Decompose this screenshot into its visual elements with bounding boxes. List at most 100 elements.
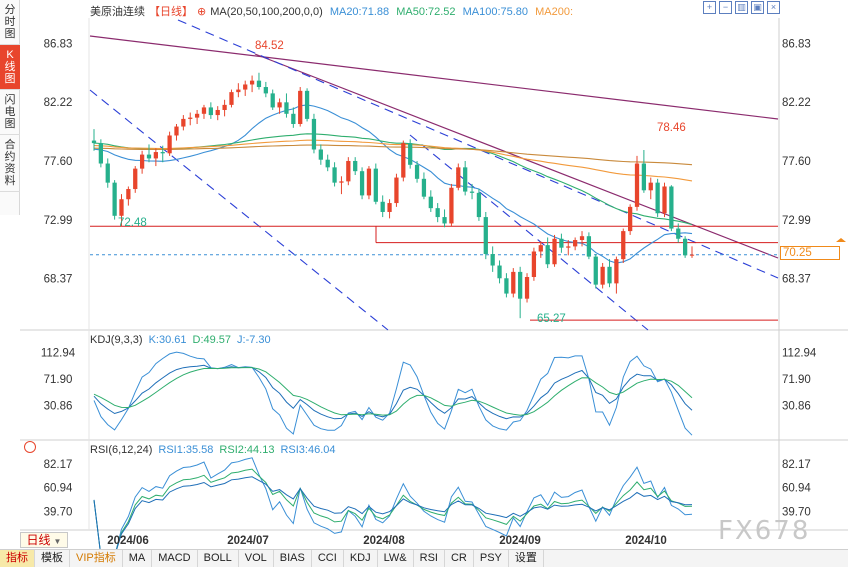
candle-body (105, 163, 110, 183)
bottom-tab-6[interactable]: VOL (239, 550, 274, 567)
zoom-out-icon[interactable]: − (719, 1, 732, 14)
side-tab-3[interactable]: 合约资料 (0, 135, 20, 192)
candle-body (469, 191, 475, 193)
channel-lower (89, 89, 389, 331)
ma-legend: 美原油连续 【日线】 ⊕ MA(20,50,100,200,0,0) MA20:71.… (90, 3, 577, 18)
bottom-tab-12[interactable]: CR (445, 550, 474, 567)
candle-body (139, 154, 145, 169)
side-tab-0[interactable]: 分时图 (0, 0, 20, 45)
candle-body (593, 256, 598, 285)
side-tab-2[interactable]: 闪电图 (0, 90, 20, 135)
ma-params: MA(20,50,100,200,0,0) (210, 6, 323, 18)
date-axis-label: 2024/10 (625, 535, 667, 547)
candle-body (414, 164, 420, 179)
candle-body (208, 107, 213, 116)
bottom-tab-1[interactable]: 模板 (35, 550, 70, 567)
candle-body (249, 80, 255, 85)
candle-body (380, 201, 385, 212)
close-icon[interactable]: × (767, 1, 780, 14)
candle-body (126, 189, 131, 200)
rsi-lines (93, 457, 693, 549)
candle-body (222, 104, 227, 110)
ma100-value: MA100:75.80 (462, 6, 529, 18)
zoom-in-icon[interactable]: + (703, 1, 716, 14)
ma50-value: MA50:72.52 (396, 6, 456, 18)
price-axis-left-label: 86.83 (44, 38, 73, 50)
bottom-tab-0[interactable]: 指标 (0, 550, 35, 567)
bottom-tab-2[interactable]: VIP指标 (70, 550, 123, 567)
rsi1-value: RSI1:35.58 (158, 444, 214, 456)
kdj-j-line (93, 351, 693, 436)
kdj-k-line (93, 364, 693, 420)
high2-annotation: 78.46 (657, 122, 686, 134)
bottom-tab-14[interactable]: 设置 (509, 550, 544, 567)
candle-body (291, 113, 296, 124)
kdj-lines (93, 351, 693, 436)
candle-body (428, 196, 433, 209)
price-annotations: 84.52 78.46 72.48 65.27 (118, 40, 846, 325)
candle-body (456, 167, 461, 188)
rsi3-line (93, 476, 693, 549)
period-label[interactable]: 【日线】 (149, 6, 193, 18)
rsi2-value: RSI2:44.13 (219, 444, 275, 456)
kline-chart[interactable]: 84.52 78.46 72.48 65.27 86.83 86.83 82.22 82.2… (0, 0, 848, 549)
long-trendline (89, 35, 779, 120)
candle-body (579, 236, 585, 241)
bottom-tab-13[interactable]: PSY (474, 550, 509, 567)
rsi-axis-right-label: 60.94 (782, 483, 811, 495)
panel-icon[interactable]: ▥ (735, 1, 748, 14)
candle-body (366, 168, 372, 196)
candle-body (566, 246, 571, 248)
instrument-name: 美原油连续 (90, 6, 145, 18)
price-axis-right-label: 77.60 (782, 156, 811, 168)
candle-body (174, 126, 179, 136)
candle-body (304, 90, 310, 119)
candle-body (194, 113, 200, 118)
rsi-axis-left-label: 60.94 (44, 483, 73, 495)
current-price-tag: 70.25 (780, 246, 840, 260)
date-axis-label: 2024/09 (499, 535, 541, 547)
candle-body (215, 109, 220, 116)
bottom-tab-3[interactable]: MA (123, 550, 153, 567)
bottom-tab-5[interactable]: BOLL (198, 550, 239, 567)
channel-lower-2 (409, 134, 649, 331)
rsi2-line (93, 468, 693, 549)
grid-lines (20, 18, 848, 531)
window-icon[interactable]: ▣ (751, 1, 764, 14)
bottom-tab-8[interactable]: CCI (312, 550, 344, 567)
bottom-tab-11[interactable]: RSI (414, 550, 445, 567)
candle-body (573, 240, 578, 247)
bottom-tab-4[interactable]: MACD (152, 550, 198, 567)
period-select[interactable]: 日线 ▼ (20, 532, 68, 548)
kdj-j: J:-7.30 (237, 334, 271, 346)
price-axis-right-label: 82.22 (782, 97, 811, 109)
candle-body (339, 181, 344, 183)
rsi1-line (93, 457, 693, 549)
low-annotation: 65.27 (537, 313, 566, 325)
bottom-tab-7[interactable]: BIAS (274, 550, 312, 567)
candle-body (359, 171, 365, 196)
rsi-settings-icon[interactable] (24, 441, 36, 453)
candle-body (401, 143, 406, 178)
candle-body (311, 118, 317, 150)
bottom-tab-9[interactable]: KDJ (344, 550, 378, 567)
candle-body (504, 278, 509, 294)
price-axis-right-label: 68.37 (782, 274, 811, 286)
settings-icon[interactable]: ⊕ (197, 6, 207, 18)
candle-body (586, 236, 592, 257)
candle-body (648, 182, 653, 191)
low-left-annotation: 72.48 (118, 217, 147, 229)
candle-body (277, 102, 282, 108)
candle-body (243, 84, 248, 90)
candle-body (408, 143, 413, 165)
candle-body (621, 231, 626, 260)
price-axis-left-label: 77.60 (44, 156, 73, 168)
date-axis-label: 2024/08 (363, 535, 405, 547)
kdj-axis-right-label: 71.90 (782, 374, 811, 386)
bottom-tab-10[interactable]: LW& (378, 550, 414, 567)
kdj-axis-right-label: 30.86 (782, 400, 811, 412)
candle-body (676, 228, 681, 239)
candle-body (490, 254, 495, 266)
candle-body (497, 265, 502, 279)
